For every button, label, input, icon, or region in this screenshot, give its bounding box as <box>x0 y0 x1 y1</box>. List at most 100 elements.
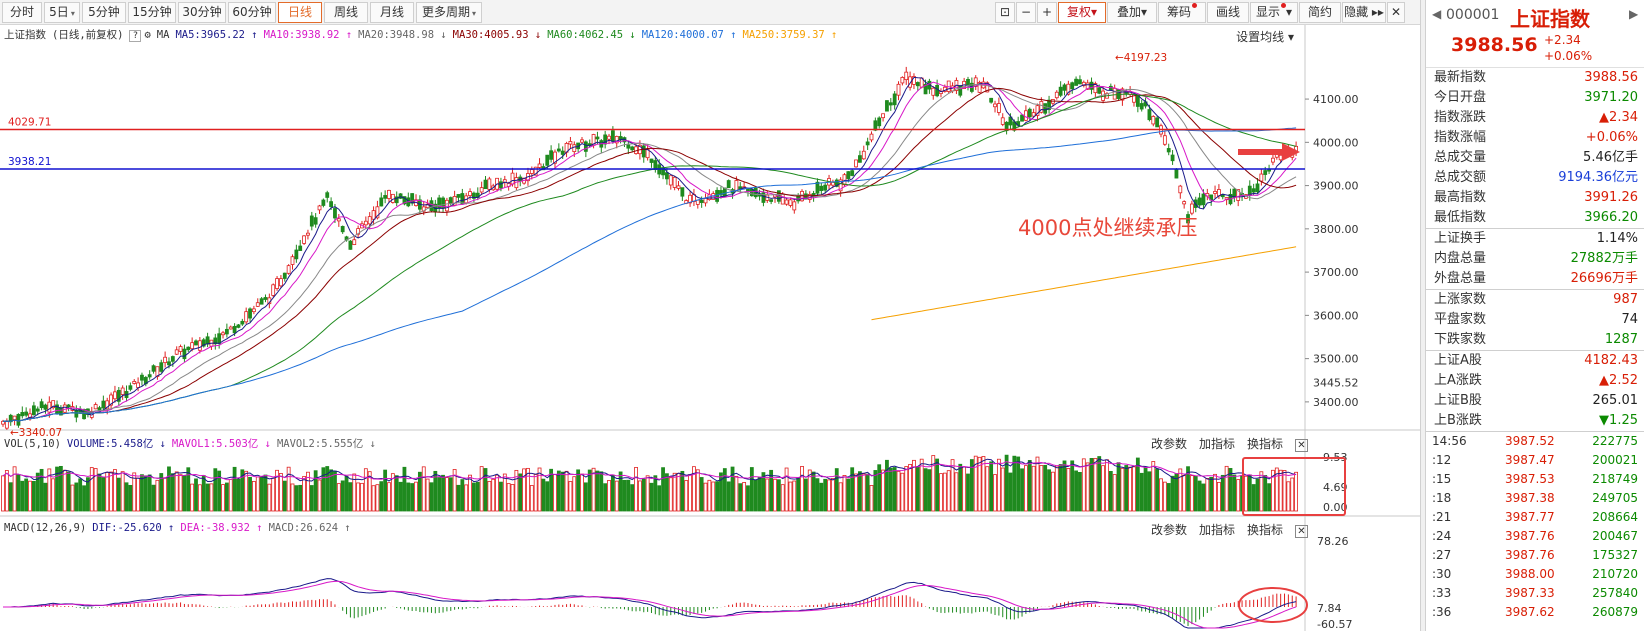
volume-bar <box>514 469 519 512</box>
candle-body <box>722 187 727 197</box>
volume-bar <box>1058 464 1063 512</box>
prev-stock-icon[interactable]: ◀ <box>1432 7 1442 21</box>
tool-button-2[interactable]: + <box>1037 2 1057 23</box>
kline-chart[interactable]: 3400.00 3500.00 3600.00 3700.00 3800.00 3900.… <box>0 25 1424 631</box>
volume-bar <box>641 478 646 512</box>
tool-button-1[interactable]: − <box>1016 2 1036 23</box>
stat-row: 今日开盘 3971.20 <box>1434 90 1638 105</box>
volume-bar <box>796 477 801 512</box>
candle-body <box>348 240 353 250</box>
candle-body <box>815 181 820 194</box>
volume-bar <box>861 473 866 512</box>
close-icon[interactable]: ✕ <box>1295 439 1308 452</box>
tool-button-3[interactable]: 复权▾ <box>1058 2 1106 23</box>
tool-button-7[interactable]: 显示 ▾ <box>1250 2 1298 23</box>
period-tab-8[interactable]: 月线 <box>370 2 414 23</box>
candle-body <box>340 226 345 233</box>
volume-bar <box>39 468 44 512</box>
volume-bar <box>1070 460 1075 512</box>
candle-body <box>182 348 187 360</box>
volume-bar <box>479 466 484 512</box>
tool-button-6[interactable]: 画线 <box>1207 2 1249 23</box>
chart-canvas[interactable]: 3400.00 3500.00 3600.00 3700.00 3800.00 3900.… <box>0 25 1420 631</box>
volume-bar <box>1274 467 1279 512</box>
period-tab-1[interactable]: 5日 ▾ <box>44 2 80 23</box>
volume-bar <box>398 481 403 512</box>
change-params-button[interactable]: 改参数 <box>1150 523 1187 537</box>
volume-bar <box>896 470 901 512</box>
candle-body <box>336 218 341 222</box>
volume-bar <box>580 473 584 512</box>
candle-body <box>93 404 98 410</box>
volume-bar <box>610 474 615 512</box>
volume-bar <box>819 482 824 512</box>
volume-bar <box>24 478 29 512</box>
tool-button-4[interactable]: 叠加▾ <box>1107 2 1157 23</box>
volume-bar <box>1217 481 1221 512</box>
candle-body <box>699 199 704 203</box>
period-tab-2[interactable]: 5分钟 <box>82 2 126 23</box>
candle-body <box>1062 84 1067 91</box>
volume-bar <box>128 484 133 512</box>
period-tab-6[interactable]: 日线 <box>278 2 322 23</box>
settings-gear-icon[interactable]: ⚙ <box>144 29 151 41</box>
tick-row: :33 3987.33 257840 <box>1432 586 1638 600</box>
period-tab-5[interactable]: 60分钟 <box>228 2 276 23</box>
volume-bar <box>676 472 681 512</box>
candle-body <box>313 217 318 225</box>
candle-body <box>923 83 928 95</box>
ma60-line <box>2 93 1297 422</box>
candle-body <box>1139 103 1144 110</box>
candle-body <box>1155 117 1160 128</box>
candle-body <box>607 135 611 140</box>
close-icon[interactable]: ✕ <box>1295 525 1308 538</box>
switch-indicator-button[interactable]: 换指标 <box>1246 523 1283 537</box>
volume-bar <box>831 478 835 512</box>
tool-button-10[interactable]: ✕ <box>1387 2 1405 23</box>
volume-bar <box>151 484 156 512</box>
switch-indicator-button[interactable]: 换指标 <box>1246 437 1283 451</box>
candle-body <box>672 176 677 188</box>
volume-bar <box>344 475 349 512</box>
candle-body <box>294 249 299 260</box>
period-tab-7[interactable]: 周线 <box>324 2 368 23</box>
volume-bar <box>549 468 554 512</box>
candle-body <box>580 139 584 143</box>
volume-bar <box>1085 462 1090 512</box>
help-icon[interactable]: ? <box>129 30 142 42</box>
tool-button-5[interactable]: 筹码 <box>1158 2 1206 23</box>
candle-body <box>155 366 160 377</box>
volume-bar <box>996 458 1001 512</box>
candle-body <box>259 298 264 305</box>
period-tab-9[interactable]: 更多周期 ▾ <box>416 2 482 23</box>
volume-bar <box>950 459 955 512</box>
tool-button-8[interactable]: 简约 <box>1299 2 1341 23</box>
stat-row: 上A涨跌 ▲2.52 <box>1434 373 1638 388</box>
add-indicator-button[interactable]: 加指标 <box>1198 437 1235 451</box>
period-tab-0[interactable]: 分时 <box>2 2 42 23</box>
volume-bar <box>286 466 291 512</box>
stat-row: 指数涨跌 ▲2.34 <box>1434 110 1638 125</box>
volume-bar <box>958 463 963 512</box>
change-params-button[interactable]: 改参数 <box>1150 437 1187 451</box>
volume-bar <box>190 483 195 512</box>
volume-bar <box>803 478 808 512</box>
add-indicator-button[interactable]: 加指标 <box>1198 523 1235 537</box>
ma-settings-button[interactable]: 设置均线 ▾ <box>1236 30 1294 44</box>
tick-row: :21 3987.77 208664 <box>1432 510 1638 524</box>
candle-body <box>1197 197 1202 206</box>
tool-button-9[interactable]: 隐藏 ▸▸ <box>1342 2 1386 23</box>
candle-body <box>255 302 260 307</box>
tick-list[interactable]: 14:56 3987.52 222775:12 3987.47 200021:15 398… <box>1426 432 1644 622</box>
volume-bar <box>1213 473 1217 512</box>
tool-button-0[interactable]: ⊡ <box>995 2 1015 23</box>
panel-splitter[interactable] <box>1420 0 1425 631</box>
period-tab-4[interactable]: 30分钟 <box>178 2 226 23</box>
candle-body <box>105 400 110 410</box>
period-tab-3[interactable]: 15分钟 <box>128 2 176 23</box>
volume-bar <box>97 473 102 512</box>
volume-bar <box>892 467 897 512</box>
next-stock-icon[interactable]: ▶ <box>1629 7 1639 21</box>
candle-body <box>556 148 561 152</box>
candle-body <box>197 340 202 351</box>
